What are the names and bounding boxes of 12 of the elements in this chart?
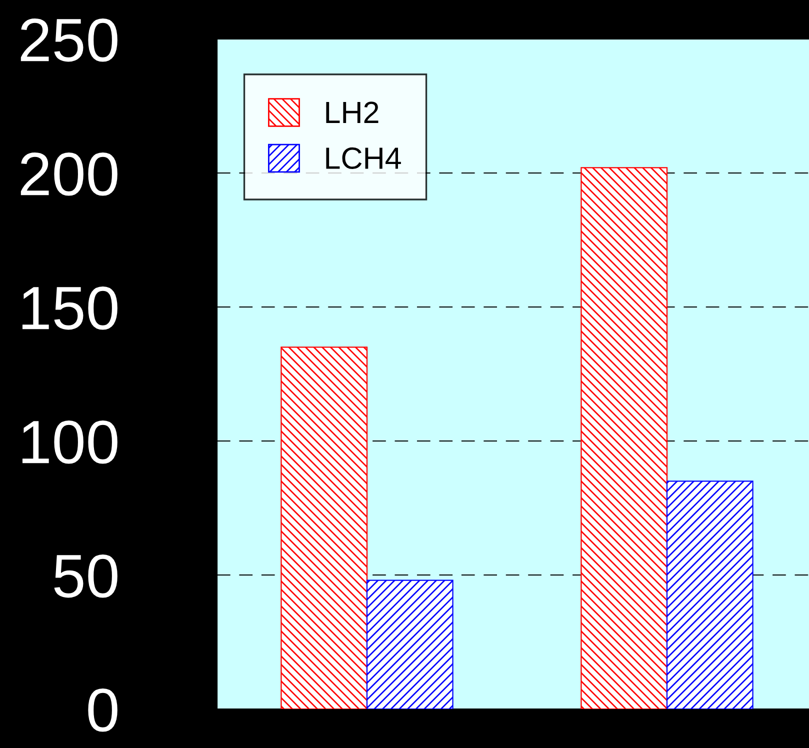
legend-label: LCH4	[326, 147, 401, 170]
bar	[580, 167, 668, 709]
y-tick-label: 150	[22, 286, 118, 330]
bar	[280, 346, 368, 709]
bar	[666, 480, 754, 709]
y-tick-label: 250	[20, 18, 118, 62]
y-tick-label: 50	[54, 554, 118, 598]
bar	[366, 580, 454, 709]
y-tick-label: 0	[88, 688, 118, 732]
y-tick-label: 200	[20, 152, 118, 196]
y-tick-label: 100	[22, 420, 118, 464]
legend-label: LH2	[326, 102, 378, 123]
